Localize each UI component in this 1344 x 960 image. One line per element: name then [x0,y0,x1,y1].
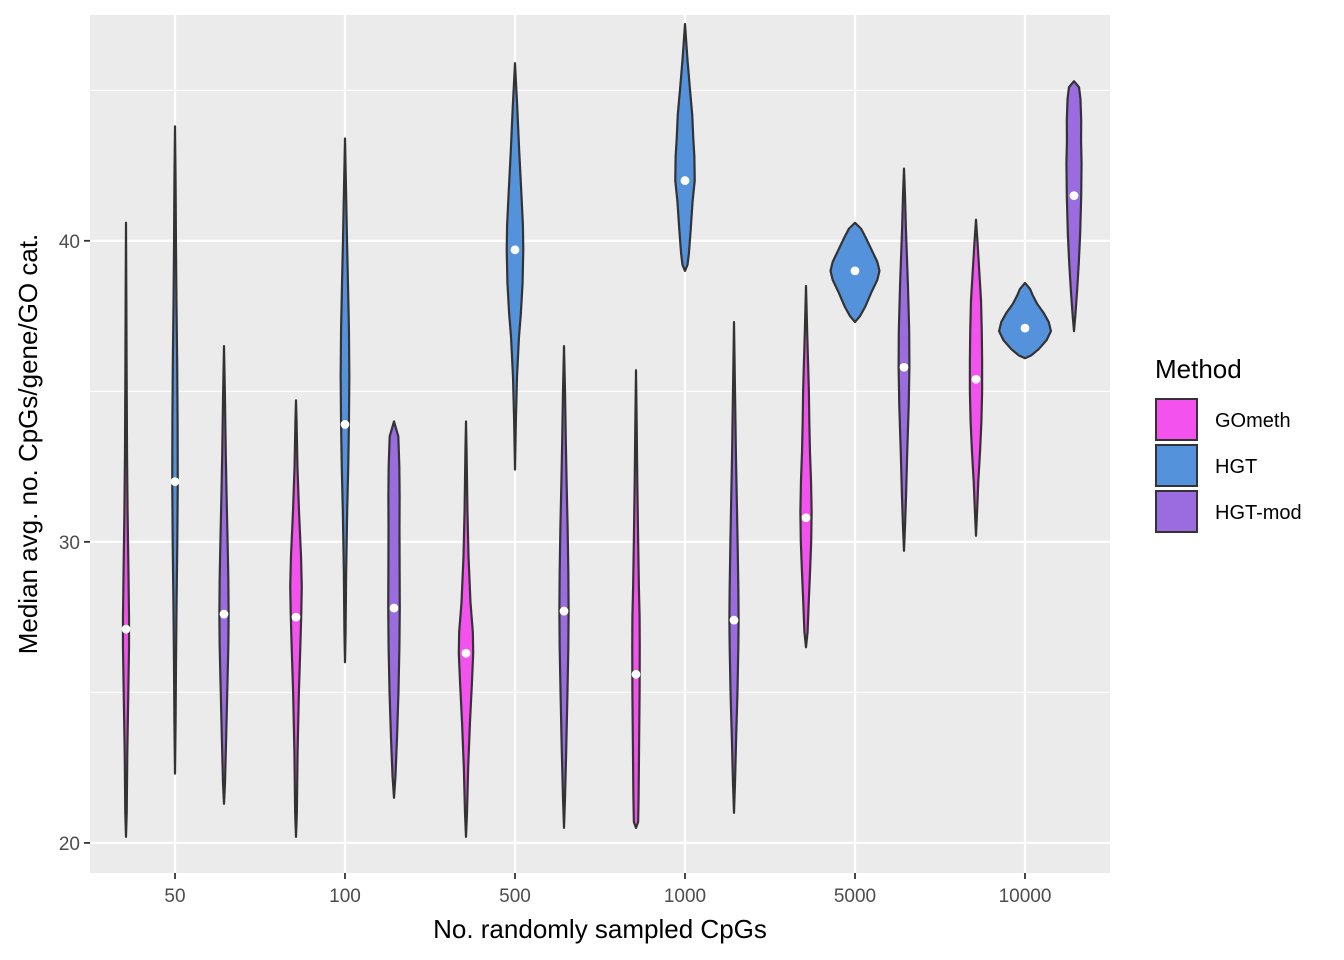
violin-hgt-1000 [674,22,696,272]
violin-hgt-50 [171,125,179,775]
violin-hgt-10000 [997,281,1053,360]
y-axis-title: Median avg. no. CpGs/gene/GO cat. [13,234,43,655]
x-tick-label: 100 [329,886,361,907]
violins [121,22,1083,838]
median-point [510,245,520,255]
y-tick-label: 30 [59,533,80,554]
median-point [461,648,471,658]
median-point [340,420,350,429]
median-point [559,606,569,616]
median-point [899,362,909,372]
violin-gometh-500 [457,420,475,838]
x-tick-label: 5000 [834,886,876,907]
legend: Method GOmeth HGT HGT-mod [1155,354,1302,533]
x-tick-label: 1000 [664,886,706,907]
violin-hgt-mod-5000 [897,167,911,552]
legend-swatch-hgt-mod [1155,490,1198,533]
median-point [219,609,229,619]
median-point [680,176,690,185]
x-tick-label: 500 [499,886,531,907]
x-tick-label: 50 [164,886,185,907]
x-tick-label: 10000 [999,886,1052,907]
violin-hgt-mod-1000 [728,320,740,814]
median-point [170,477,180,487]
violin-hgt-100 [339,137,351,664]
median-point [801,513,811,523]
x-axis-ticks: 50 100 500 1000 5000 10000 [164,873,1051,907]
median-point [631,669,641,679]
legend-label-hgt: HGT [1215,456,1257,478]
median-point [1069,191,1079,201]
legend-label-hgt-mod: HGT-mod [1215,502,1302,524]
legend-label-gometh: GOmeth [1215,410,1291,432]
y-tick-label: 40 [59,232,80,253]
violin-hgt-500 [505,62,525,471]
violin-hgt-mod-500 [558,345,570,829]
median-point [729,615,739,625]
violin-gometh-5000 [799,284,813,649]
y-axis-ticks: 20 30 40 [59,232,90,855]
median-point [850,266,860,276]
median-point [121,624,131,634]
plot-panel [90,15,1110,873]
x-axis-title: No. randomly sampled CpGs [433,914,767,944]
legend-swatch-gometh [1155,398,1198,441]
median-point [971,374,981,384]
violin-gometh-1000 [631,369,641,829]
violin-hgt-mod-10000 [1065,80,1083,333]
y-tick-label: 20 [59,834,80,855]
median-point [1020,323,1030,333]
median-point [291,612,301,622]
violin-gometh-50 [121,221,131,838]
legend-title: Method [1155,354,1242,384]
legend-swatch-hgt [1155,444,1198,487]
median-point [389,603,399,613]
violin-hgt-mod-50 [218,345,230,805]
